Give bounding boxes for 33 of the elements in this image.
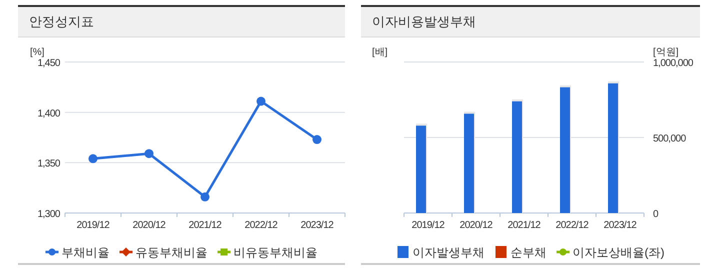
legend-label: 비유동부채비율 — [234, 246, 318, 260]
y2-tick-label: 0 — [653, 209, 659, 220]
y2-tick-label: 500,000 — [653, 134, 687, 144]
y-axis-title: [배] — [372, 47, 388, 58]
y-tick-label: 1,450 — [37, 58, 61, 69]
point — [144, 149, 154, 158]
legend-label: 부채비율 — [62, 246, 110, 260]
y2-axis-title: [억원] — [653, 47, 679, 58]
legend-label: 유동부채비율 — [136, 246, 208, 260]
chart-title: 안정성지표 — [29, 14, 94, 29]
x-tick-label: 2020/12 — [460, 220, 494, 231]
legend-label: 순부채 — [510, 246, 546, 260]
point — [312, 135, 322, 144]
y2-tick-label: 1,000,000 — [653, 58, 694, 69]
x-tick-label: 2020/12 — [132, 220, 166, 231]
y-tick-label: 1,400 — [37, 108, 61, 120]
x-tick-label: 2023/12 — [604, 220, 638, 231]
x-tick-label: 2021/12 — [188, 220, 222, 231]
x-tick-label: 2021/12 — [508, 220, 542, 231]
chart-title: 이자비용발생부채 — [372, 14, 476, 29]
point — [256, 96, 266, 106]
y-tick-label: 1,350 — [37, 158, 61, 170]
point — [200, 192, 210, 202]
y-tick-label: 1,300 — [37, 209, 61, 220]
point — [88, 154, 98, 164]
x-tick-label: 2022/12 — [556, 220, 590, 231]
legend-label: 이자보상배율(좌) — [572, 246, 664, 260]
x-tick-label: 2019/12 — [76, 220, 110, 231]
x-tick-label: 2019/12 — [412, 220, 446, 231]
x-tick-label: 2022/12 — [244, 220, 278, 231]
x-tick-label: 2023/12 — [300, 220, 334, 231]
legend-label: 이자발생부채 — [412, 246, 484, 260]
y-axis-title: [%] — [30, 47, 45, 58]
